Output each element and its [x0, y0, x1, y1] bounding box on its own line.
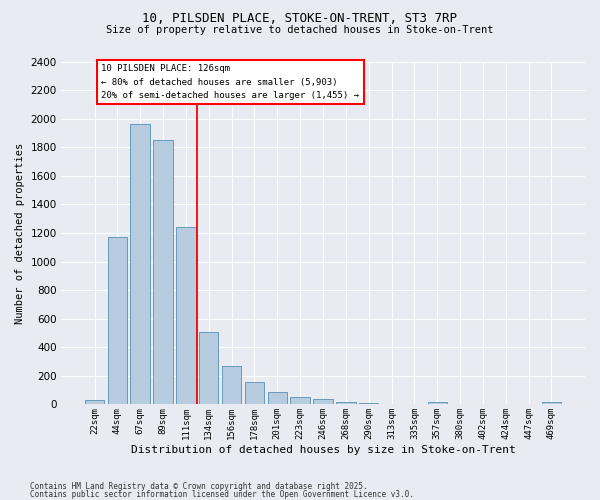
- Bar: [85, 400, 104, 404]
- Bar: [245, 382, 264, 404]
- Text: 10, PILSDEN PLACE, STOKE-ON-TRENT, ST3 7RP: 10, PILSDEN PLACE, STOKE-ON-TRENT, ST3 7…: [143, 12, 458, 26]
- Bar: [336, 402, 356, 404]
- Text: 10 PILSDEN PLACE: 126sqm
← 80% of detached houses are smaller (5,903)
20% of sem: 10 PILSDEN PLACE: 126sqm ← 80% of detach…: [101, 64, 359, 100]
- Bar: [154, 140, 173, 404]
- Bar: [290, 398, 310, 404]
- X-axis label: Distribution of detached houses by size in Stoke-on-Trent: Distribution of detached houses by size …: [131, 445, 515, 455]
- Y-axis label: Number of detached properties: Number of detached properties: [15, 142, 25, 324]
- Bar: [313, 398, 332, 404]
- Bar: [199, 332, 218, 404]
- Bar: [222, 366, 241, 405]
- Bar: [542, 402, 561, 404]
- Bar: [428, 402, 447, 404]
- Bar: [130, 124, 150, 404]
- Text: Size of property relative to detached houses in Stoke-on-Trent: Size of property relative to detached ho…: [106, 25, 494, 35]
- Text: Contains HM Land Registry data © Crown copyright and database right 2025.: Contains HM Land Registry data © Crown c…: [30, 482, 368, 491]
- Bar: [107, 237, 127, 404]
- Bar: [268, 392, 287, 404]
- Bar: [176, 227, 196, 404]
- Text: Contains public sector information licensed under the Open Government Licence v3: Contains public sector information licen…: [30, 490, 414, 499]
